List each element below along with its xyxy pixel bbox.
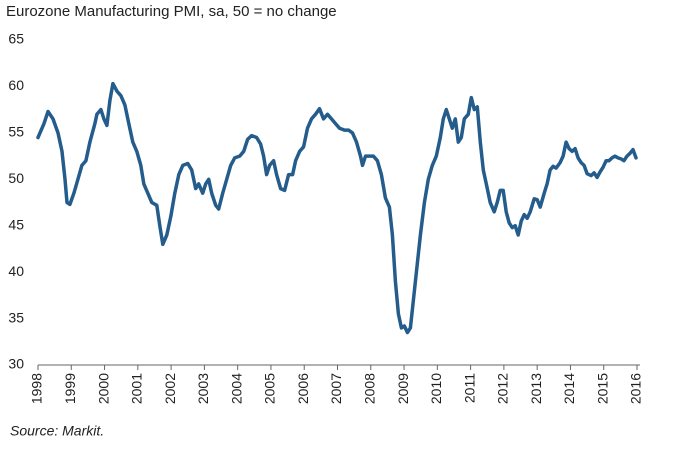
x-tick-label: 2016	[628, 373, 644, 404]
x-tick-label: 2015	[594, 373, 610, 404]
x-tick-label: 2006	[295, 373, 311, 404]
x-tick-label: 2003	[195, 373, 211, 404]
x-tick-label: 2001	[129, 373, 145, 404]
x-tick-label: 2008	[361, 373, 377, 404]
y-tick-label: 45	[8, 216, 24, 232]
chart-title: Eurozone Manufacturing PMI, sa, 50 = no …	[6, 3, 337, 20]
x-tick-label: 2014	[561, 373, 577, 404]
x-tick-label: 2005	[262, 373, 278, 404]
y-tick-label: 50	[8, 170, 24, 186]
source-note: Source: Markit.	[10, 423, 104, 439]
x-tick-label: 2012	[495, 373, 511, 404]
y-tick-label: 55	[8, 124, 24, 140]
x-tick-label: 2009	[395, 373, 411, 404]
x-tick-label: 2007	[328, 373, 344, 404]
data-line	[36, 81, 638, 335]
y-tick-label: 60	[8, 77, 24, 93]
y-tick-label: 30	[8, 356, 24, 372]
x-tick-label: 1999	[62, 373, 78, 404]
y-tick-label: 40	[8, 263, 24, 279]
x-tick-label: 2010	[428, 373, 444, 404]
x-tick-label: 2013	[528, 373, 544, 404]
x-tick-label: 2000	[95, 373, 111, 404]
x-tick-label: 2002	[162, 373, 178, 404]
x-tick-label: 1998	[29, 373, 45, 404]
y-tick-label: 65	[8, 31, 24, 47]
x-tick-label: 2004	[228, 373, 244, 404]
y-tick-label: 35	[8, 309, 24, 325]
x-tick-label: 2011	[461, 373, 477, 403]
